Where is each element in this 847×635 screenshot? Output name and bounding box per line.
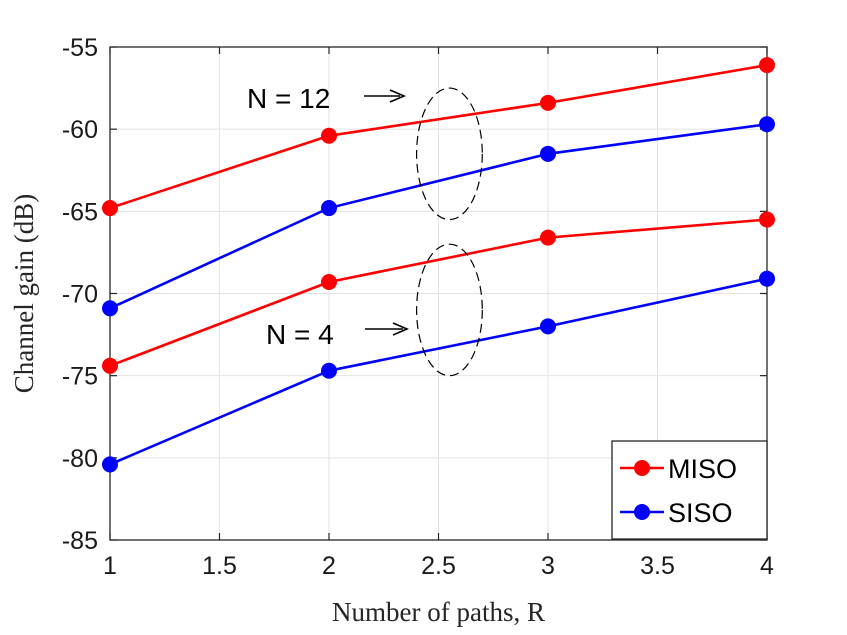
- y-tick-label: -70: [62, 281, 98, 309]
- y-tick-label: -85: [62, 527, 98, 555]
- legend-label-miso: MISO: [668, 454, 737, 484]
- x-tick-labels: 1 1.5 2 2.5 3 3.5 4: [103, 552, 774, 580]
- x-axis-label: Number of paths, R: [332, 597, 545, 627]
- data-point-siso-12: [540, 145, 556, 162]
- data-series: [102, 57, 775, 473]
- series-line-siso-12: [109, 122, 768, 310]
- y-axis-label: Channel gain (dB): [9, 194, 39, 393]
- legend-marker-miso: [634, 460, 650, 476]
- data-point-siso-12: [321, 200, 337, 217]
- data-point-miso-4: [759, 211, 775, 228]
- annotation-ellipse-n12: [416, 87, 483, 221]
- annotation-ellipse-n4: [416, 243, 483, 377]
- series-line-miso-4: [109, 218, 768, 368]
- data-point-miso-4: [540, 229, 556, 246]
- legend-label-siso: SISO: [668, 498, 733, 528]
- annotation-label-n4: N = 4: [266, 319, 334, 350]
- y-tick-labels: -55 -60 -65 -70 -75 -80 -85: [62, 34, 98, 555]
- legend-box: [611, 440, 768, 540]
- data-point-siso-4: [321, 362, 337, 379]
- annotation-label-n12: N = 12: [247, 83, 330, 114]
- data-point-miso-12: [102, 200, 118, 217]
- y-tick-label: -55: [62, 34, 98, 62]
- y-tick-label: -65: [62, 198, 98, 226]
- y-tick-label: -80: [62, 445, 98, 473]
- data-point-siso-4: [540, 318, 556, 335]
- x-tick-label: 1.5: [202, 552, 237, 580]
- data-point-siso-4: [759, 270, 775, 287]
- legend: MISO SISO: [611, 440, 768, 540]
- y-tick-label: -75: [62, 363, 98, 391]
- series-line-miso-12: [109, 63, 768, 210]
- series-line-siso-4: [109, 277, 768, 466]
- annotation-arrowhead-n4: [392, 322, 410, 336]
- x-tick-label: 1: [103, 552, 117, 580]
- data-point-miso-12: [759, 57, 775, 74]
- x-tick-label: 3.5: [640, 552, 675, 580]
- data-point-miso-12: [321, 127, 337, 144]
- x-tick-label: 3: [541, 552, 555, 580]
- data-point-miso-12: [540, 94, 556, 111]
- data-point-siso-12: [102, 300, 118, 317]
- x-tick-label: 2.5: [421, 552, 456, 580]
- x-tick-label: 2: [322, 552, 336, 580]
- x-tick-label: 4: [760, 552, 774, 580]
- y-tick-label: -60: [62, 116, 98, 144]
- legend-marker-siso: [634, 504, 650, 520]
- annotations: N = 12 N = 4: [247, 83, 483, 377]
- annotation-arrowhead-n12: [389, 89, 407, 103]
- data-point-miso-4: [102, 357, 118, 374]
- data-point-siso-12: [759, 116, 775, 133]
- data-point-miso-4: [321, 273, 337, 290]
- data-point-siso-4: [102, 456, 118, 473]
